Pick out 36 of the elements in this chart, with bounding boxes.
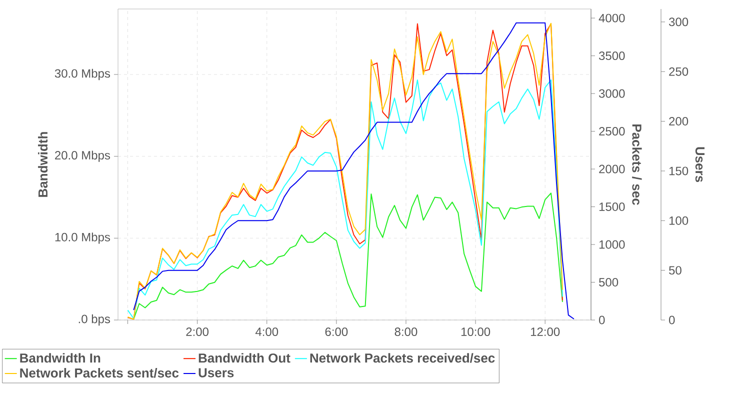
y2-axis-title: Packets / sec — [632, 124, 642, 205]
y3-tick-label: 0 — [669, 316, 675, 324]
y3-axis-title: Users — [695, 147, 704, 182]
x-tick-label: 2:00 — [186, 328, 209, 336]
line-series — [127, 79, 563, 319]
legend-label: Network Packets received/sec — [310, 353, 495, 363]
legend-label: Bandwidth Out — [198, 353, 290, 363]
y2-tick-label: 2000 — [599, 164, 625, 174]
y3-tick-label: 250 — [669, 67, 688, 76]
y2-tick-label: 0 — [599, 316, 605, 324]
y3-tick-label: 150 — [669, 166, 688, 176]
x-tick-label: 4:00 — [255, 328, 278, 336]
y2-tick-label: 500 — [599, 278, 618, 286]
y2-tick-label: 1500 — [599, 202, 625, 212]
legend-label: Bandwidth In — [20, 353, 100, 363]
legend-label: Network Packets sent/sec — [20, 368, 179, 378]
y2-tick-label: 3000 — [598, 89, 625, 98]
y2-tick-label: 1000 — [599, 240, 625, 249]
x-tick-label: 12:00 — [530, 328, 560, 336]
y-tick-label: 30.0 Mbps — [54, 68, 110, 80]
x-tick-label: 6:00 — [325, 328, 348, 336]
x-tick-label: 8:00 — [394, 328, 418, 336]
y2-tick-label: 4000 — [598, 14, 625, 22]
y-tick-label: 20.0 Mbps — [55, 150, 110, 162]
y2-tick-label: 2500 — [599, 127, 625, 136]
y3-tick-label: 200 — [669, 117, 688, 126]
x-tick-label: 10:00 — [461, 328, 490, 336]
y2-tick-label: 3500 — [598, 52, 625, 60]
y-axis-title: Bandwidth — [38, 132, 48, 197]
line-series — [133, 192, 563, 320]
y-tick-label: .0 bps — [78, 314, 110, 326]
y3-tick-label: 300 — [668, 18, 688, 26]
y-tick-label: 10.0 Mbps — [55, 232, 110, 244]
y3-tick-label: 100 — [669, 216, 688, 225]
legend-label: Users — [198, 368, 234, 378]
y3-tick-label: 50 — [669, 266, 682, 275]
